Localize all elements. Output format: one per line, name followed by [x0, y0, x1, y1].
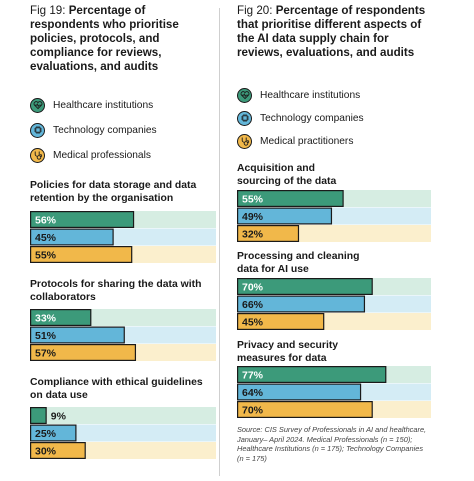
bar-healthcare — [237, 190, 344, 208]
chart-ethical-compliance: 9% 25% 30% — [30, 407, 216, 459]
bar-healthcare — [30, 309, 92, 327]
bar-value-label: 70% — [242, 405, 264, 417]
bar-value-label: 66% — [242, 299, 264, 311]
bar-value-label: 45% — [35, 232, 57, 244]
chart-title-acquisition: Acquisition and sourcing of the data — [237, 163, 337, 187]
bar-healthcare — [30, 211, 135, 229]
legend-label: Healthcare institutions — [53, 99, 154, 111]
legend-item-medical: Medical professionals — [30, 146, 151, 164]
bar-medical — [237, 224, 300, 242]
bar-technology — [30, 424, 77, 442]
bar-medical — [30, 343, 137, 361]
heart-pulse-icon — [30, 97, 45, 113]
chart-title-sharing-protocols: Protocols for sharing the data with coll… — [30, 279, 202, 303]
bar-value-label: 30% — [35, 446, 57, 458]
legend-item-healthcare: Healthcare institutions — [30, 96, 153, 114]
legend-label: Technology companies — [53, 124, 157, 136]
bar-value-label: 49% — [242, 211, 264, 223]
bar-technology — [237, 383, 362, 401]
bar-medical — [30, 441, 86, 459]
bar-track-technology — [30, 424, 216, 442]
chip-icon — [30, 122, 45, 138]
bar-healthcare — [237, 278, 373, 296]
legend-item-healthcare: Healthcare institutions — [237, 86, 360, 104]
legend-item-technology: Technology companies — [30, 121, 157, 139]
bar-value-label: 55% — [242, 194, 264, 206]
legend-item-technology: Technology companies — [237, 109, 364, 127]
stethoscope-icon — [30, 147, 45, 163]
bar-value-label: 64% — [242, 387, 264, 399]
bar-value-label: 77% — [242, 370, 264, 382]
chart-data-storage: 56% 45% 55% — [30, 211, 216, 263]
heart-pulse-icon — [237, 87, 252, 103]
legend-label: Medical practitioners — [260, 135, 354, 147]
bar-technology — [30, 228, 114, 246]
bar-value-label: 9% — [51, 411, 67, 423]
bar-value-label: 55% — [35, 250, 57, 262]
column-divider — [219, 8, 220, 476]
bar-medical — [237, 312, 325, 330]
chart-title-ethical-compliance: Compliance with ethical guidelines on da… — [30, 377, 203, 401]
figure-20-title-text: Percentage of respondents that prioritis… — [237, 4, 426, 59]
figure-19-title: Fig 19: Percentage of respondents who pr… — [30, 4, 216, 74]
bar-value-label: 70% — [242, 282, 264, 294]
bar-track-healthcare — [30, 407, 216, 424]
legend-label: Technology companies — [260, 112, 364, 124]
chart-acquisition: 55% 49% 32% — [237, 190, 431, 242]
bar-value-label: 25% — [35, 428, 57, 440]
bar-medical — [30, 245, 133, 263]
bar-value-label: 51% — [35, 330, 57, 342]
bar-value-label: 57% — [35, 348, 57, 360]
bar-healthcare — [30, 407, 47, 425]
legend-item-medical: Medical practitioners — [237, 132, 353, 150]
chart-processing: 70% 66% 45% — [237, 278, 431, 330]
bar-value-label: 45% — [242, 317, 264, 329]
figure-19-number: Fig 19: — [30, 4, 66, 17]
bar-value-label: 32% — [242, 229, 264, 241]
source-note: Source: CIS Survey of Professionals in A… — [237, 425, 427, 463]
bar-healthcare — [237, 366, 387, 384]
figure-19-title-text: Percentage of respondents who prioritise… — [30, 4, 179, 73]
figure-20-title: Fig 20: Percentage of respondents that p… — [237, 4, 431, 60]
legend-label: Medical professionals — [53, 149, 151, 161]
legend-label: Healthcare institutions — [260, 89, 361, 101]
bar-value-label: 56% — [35, 215, 57, 227]
figure-20-number: Fig 20: — [237, 4, 273, 17]
bar-value-label: 33% — [35, 313, 57, 325]
bar-technology — [237, 207, 333, 225]
stethoscope-icon — [237, 133, 252, 149]
chart-privacy: 77% 64% 70% — [237, 366, 431, 418]
bar-technology — [30, 326, 125, 344]
chart-title-privacy: Privacy and security measures for data — [237, 340, 339, 364]
chip-icon — [237, 110, 252, 126]
bar-medical — [237, 400, 373, 418]
bar-technology — [237, 295, 366, 313]
chart-sharing-protocols: 33% 51% 57% — [30, 309, 216, 361]
chart-title-data-storage: Policies for data storage and data reten… — [30, 180, 197, 204]
chart-title-processing: Processing and cleaning data for AI use — [237, 251, 360, 275]
